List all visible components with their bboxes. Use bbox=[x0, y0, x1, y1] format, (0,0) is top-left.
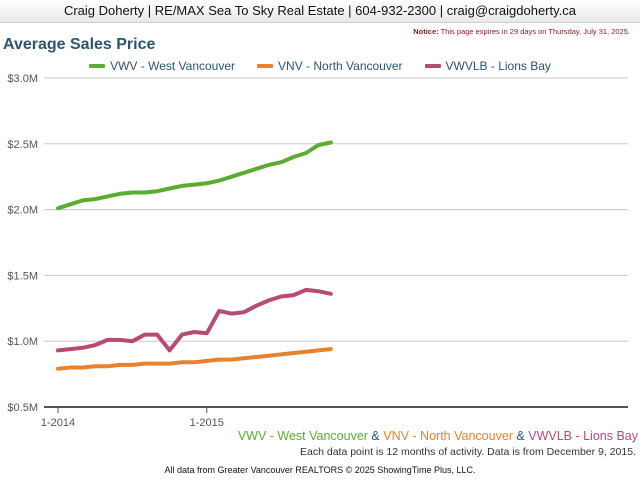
legend-swatch-north-vancouver bbox=[257, 64, 274, 68]
y-tick-label: $3.0M bbox=[7, 73, 38, 85]
footer-legend-west-vancouver: VWV - West Vancouver bbox=[237, 429, 368, 443]
footer-legend-ampersand: & bbox=[512, 429, 529, 443]
series-line-west-vancouver bbox=[56, 140, 333, 211]
copyright: All data from Greater Vancouver REALTORS… bbox=[164, 465, 476, 475]
x-tick-label: 1-2015 bbox=[190, 417, 224, 429]
header-bar: Craig Doherty | RE/MAX Sea To Sky Real E… bbox=[0, 0, 640, 23]
footer-legend-ampersand: & bbox=[367, 429, 384, 443]
chart-title: Average Sales Price bbox=[3, 36, 156, 53]
footer-legend-north-vancouver: VNV - North Vancouver bbox=[383, 429, 513, 443]
legend-item-north-vancouver[interactable]: VNV - North Vancouver bbox=[257, 58, 403, 74]
y-tick-label: $2.0M bbox=[7, 205, 38, 217]
legend-item-west-vancouver[interactable]: VWV - West Vancouver bbox=[89, 58, 235, 74]
notice-text: This page expires in 29 days on Thursday… bbox=[440, 27, 630, 36]
footer-legend: VWV - West Vancouver & VNV - North Vanco… bbox=[238, 429, 638, 443]
legend-label-north-vancouver: VNV - North Vancouver bbox=[278, 59, 403, 73]
y-tick-label: $0.5M bbox=[7, 402, 38, 414]
y-tick-label: $1.0M bbox=[7, 336, 38, 348]
y-tick-label: $1.5M bbox=[7, 270, 38, 282]
expiry-notice: Notice: This page expires in 29 days on … bbox=[413, 27, 630, 36]
legend-swatch-lions-bay bbox=[424, 64, 441, 68]
series-line-north-vancouver bbox=[56, 347, 333, 371]
legend-label-lions-bay: VWVLB - Lions Bay bbox=[445, 59, 551, 73]
footer-legend-lions-bay: VWVLB - Lions Bay bbox=[528, 429, 638, 443]
legend-label-west-vancouver: VWV - West Vancouver bbox=[110, 59, 236, 73]
legend-swatch-west-vancouver bbox=[89, 64, 106, 68]
header-contact-text: Craig Doherty | RE/MAX Sea To Sky Real E… bbox=[63, 3, 577, 18]
chart-legend: VWV - West Vancouver VNV - North Vancouv… bbox=[0, 58, 640, 74]
y-tick-label: $2.5M bbox=[7, 139, 38, 151]
notice-label: Notice: bbox=[413, 27, 439, 36]
legend-item-lions-bay[interactable]: VWVLB - Lions Bay bbox=[424, 58, 551, 74]
x-tick-label: 1-2014 bbox=[41, 417, 75, 429]
footer-note: Each data point is 12 months of activity… bbox=[300, 446, 636, 458]
